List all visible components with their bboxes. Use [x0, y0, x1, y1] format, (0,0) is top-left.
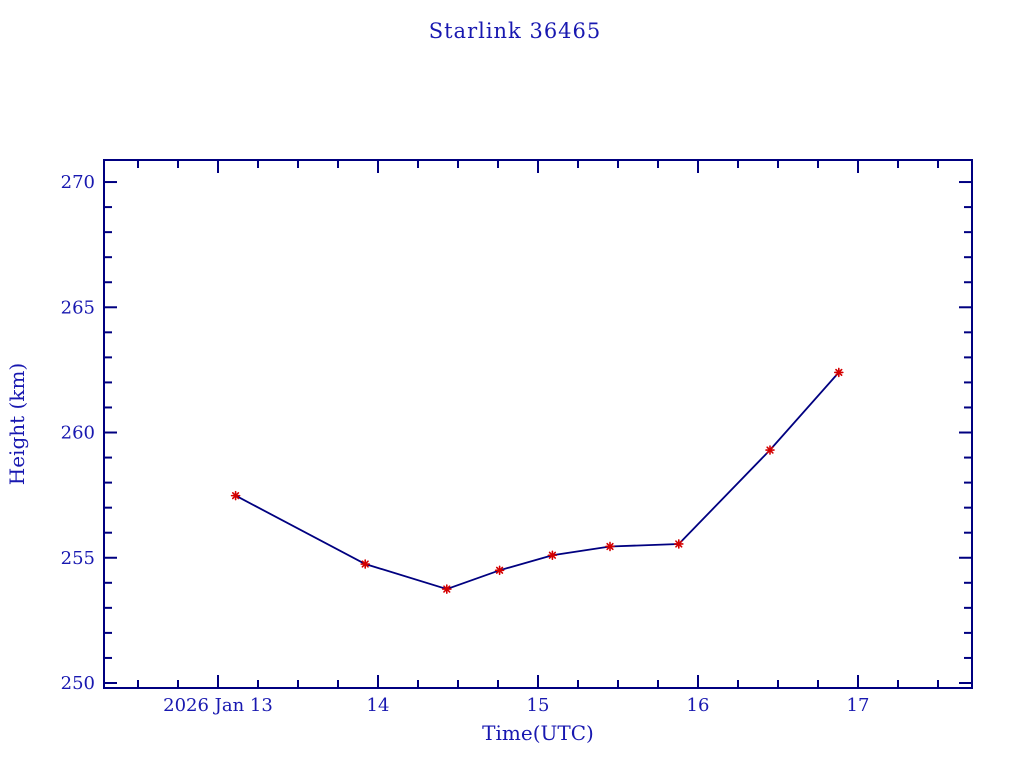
data-point-marker: [833, 367, 844, 378]
y-tick-label: 270: [61, 172, 95, 193]
x-tick-label: 16: [687, 695, 710, 716]
x-tick-label: 15: [527, 695, 550, 716]
y-tick-label: 265: [61, 297, 95, 318]
plot-frame: [103, 159, 973, 689]
data-point-marker: [765, 445, 775, 455]
chart-title: Starlink 36465: [429, 19, 602, 43]
y-axis-label: Height (km): [5, 363, 29, 485]
data-point-marker: [441, 584, 452, 594]
data-point-marker: [547, 550, 558, 561]
plot-area: 2026 Jan 13 14 15 16 17 250 255 260 265 270: [61, 159, 973, 716]
x-tick-label: 14: [367, 695, 390, 716]
y-tick-label: 255: [61, 548, 95, 569]
data-point-marker: [673, 539, 684, 549]
x-axis-label: Time(UTC): [482, 721, 594, 745]
x-tick-label: 2026 Jan 13: [163, 695, 273, 716]
x-tick-label: 17: [847, 695, 870, 716]
data-point-marker: [605, 541, 615, 552]
data-point-marker: [494, 565, 505, 576]
data-point-marker: [230, 490, 241, 501]
height-series-line: [235, 371, 840, 591]
y-tick-label: 260: [61, 423, 95, 444]
y-tick-label: 250: [61, 673, 95, 694]
data-point-marker: [360, 559, 371, 569]
